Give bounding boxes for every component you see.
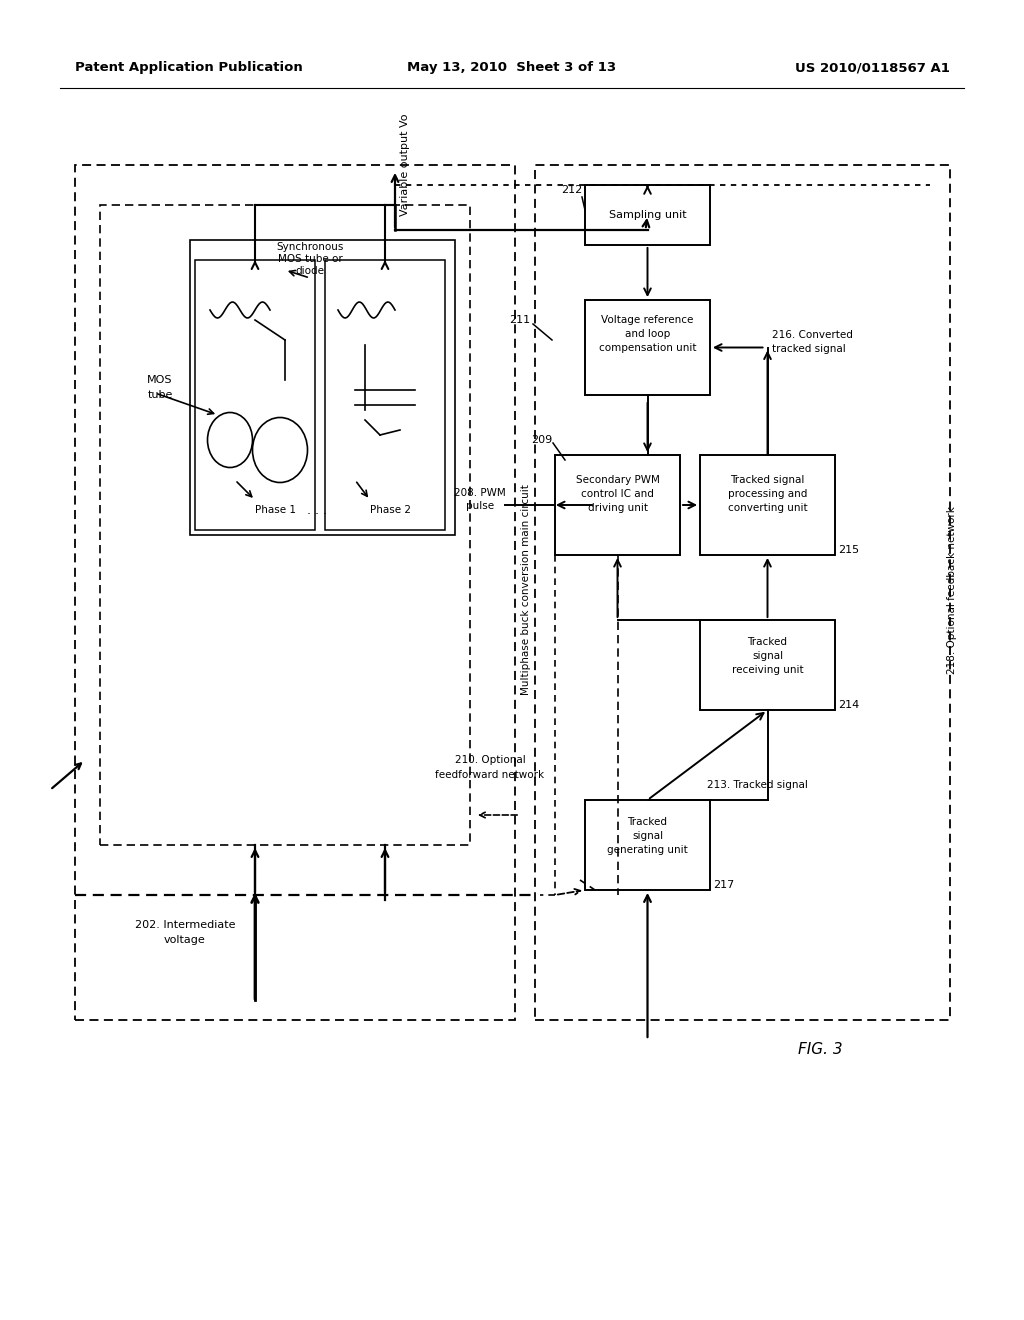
Bar — [700, 455, 835, 554]
Text: control IC and: control IC and — [581, 488, 654, 499]
Bar — [325, 260, 445, 531]
Text: 209: 209 — [530, 436, 552, 445]
Text: 214: 214 — [838, 700, 859, 710]
Text: May 13, 2010  Sheet 3 of 13: May 13, 2010 Sheet 3 of 13 — [408, 62, 616, 74]
Text: receiving unit: receiving unit — [732, 665, 803, 675]
Text: signal: signal — [632, 832, 664, 841]
Text: MOS: MOS — [147, 375, 173, 385]
Text: Sampling unit: Sampling unit — [608, 210, 686, 220]
Text: and loop: and loop — [625, 329, 670, 339]
Text: . . .: . . . — [307, 503, 327, 516]
Text: processing and: processing and — [728, 488, 807, 499]
Bar — [585, 300, 710, 395]
Text: Patent Application Publication: Patent Application Publication — [75, 62, 303, 74]
Bar — [585, 800, 710, 890]
Text: Phase 2: Phase 2 — [370, 506, 411, 515]
Text: 216. Converted: 216. Converted — [772, 330, 853, 341]
Text: diode: diode — [296, 267, 325, 276]
Bar — [100, 205, 470, 845]
Text: 210. Optional: 210. Optional — [455, 755, 525, 766]
Text: 212: 212 — [561, 185, 582, 195]
Text: generating unit: generating unit — [607, 845, 688, 855]
Text: compensation unit: compensation unit — [599, 343, 696, 352]
Text: feedforward network: feedforward network — [435, 770, 545, 780]
Text: FIG. 3: FIG. 3 — [798, 1043, 843, 1057]
Text: 213. Tracked signal: 213. Tracked signal — [707, 780, 808, 789]
Text: 215: 215 — [838, 545, 859, 554]
Bar — [700, 620, 835, 710]
Text: tube: tube — [147, 389, 173, 400]
Bar — [555, 455, 680, 554]
Text: Tracked: Tracked — [628, 817, 668, 828]
Text: tracked signal: tracked signal — [772, 343, 846, 354]
Bar — [190, 240, 455, 535]
Text: Synchronous: Synchronous — [276, 242, 344, 252]
Text: US 2010/0118567 A1: US 2010/0118567 A1 — [795, 62, 950, 74]
Text: driving unit: driving unit — [588, 503, 647, 513]
Bar — [195, 260, 315, 531]
Text: Tracked: Tracked — [748, 638, 787, 647]
Text: 211: 211 — [509, 315, 530, 325]
Text: Multiphase buck conversion main circuit: Multiphase buck conversion main circuit — [521, 484, 531, 696]
Bar — [535, 165, 950, 1020]
Text: 202. Intermediate: 202. Intermediate — [135, 920, 236, 931]
Text: Variable output Vo: Variable output Vo — [400, 114, 410, 216]
Bar — [585, 185, 710, 246]
Text: 218. Optional feedback network: 218. Optional feedback network — [947, 506, 957, 675]
Text: MOS tube or: MOS tube or — [278, 253, 342, 264]
Text: signal: signal — [752, 651, 783, 661]
Text: 217: 217 — [713, 880, 734, 890]
Text: voltage: voltage — [164, 935, 206, 945]
Text: Tracked signal: Tracked signal — [730, 475, 805, 484]
Text: Secondary PWM: Secondary PWM — [575, 475, 659, 484]
Text: 208. PWM: 208. PWM — [454, 488, 506, 498]
Text: Voltage reference: Voltage reference — [601, 315, 693, 325]
Bar — [75, 165, 515, 1020]
Text: Phase 1: Phase 1 — [255, 506, 296, 515]
Text: converting unit: converting unit — [728, 503, 807, 513]
Text: pulse: pulse — [466, 502, 494, 511]
